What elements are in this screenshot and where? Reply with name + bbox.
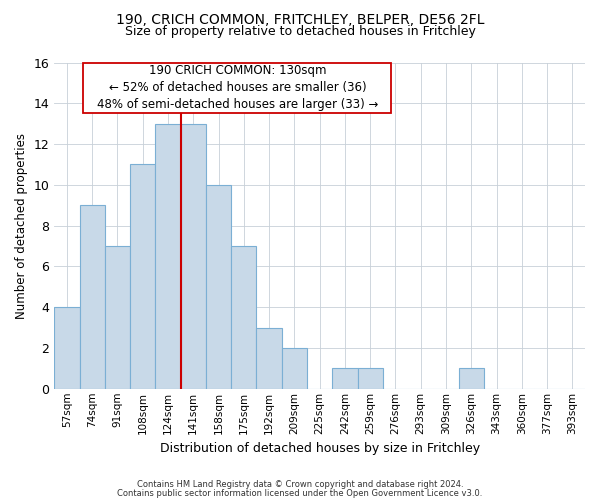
- Text: Contains public sector information licensed under the Open Government Licence v3: Contains public sector information licen…: [118, 490, 482, 498]
- Bar: [358, 368, 383, 389]
- Bar: [105, 246, 130, 389]
- Bar: [181, 124, 206, 389]
- Y-axis label: Number of detached properties: Number of detached properties: [15, 132, 28, 318]
- Bar: [54, 307, 80, 389]
- Bar: [458, 368, 484, 389]
- Bar: [130, 164, 155, 389]
- Bar: [206, 185, 231, 389]
- Bar: [155, 124, 181, 389]
- Bar: [256, 328, 282, 389]
- Bar: [332, 368, 358, 389]
- Bar: [80, 205, 105, 389]
- Text: ← 52% of detached houses are smaller (36): ← 52% of detached houses are smaller (36…: [109, 81, 366, 94]
- FancyBboxPatch shape: [83, 62, 391, 113]
- Text: Contains HM Land Registry data © Crown copyright and database right 2024.: Contains HM Land Registry data © Crown c…: [137, 480, 463, 489]
- Bar: [282, 348, 307, 389]
- Text: 190 CRICH COMMON: 130sqm: 190 CRICH COMMON: 130sqm: [149, 64, 326, 77]
- X-axis label: Distribution of detached houses by size in Fritchley: Distribution of detached houses by size …: [160, 442, 480, 455]
- Text: 190, CRICH COMMON, FRITCHLEY, BELPER, DE56 2FL: 190, CRICH COMMON, FRITCHLEY, BELPER, DE…: [116, 12, 484, 26]
- Text: 48% of semi-detached houses are larger (33) →: 48% of semi-detached houses are larger (…: [97, 98, 378, 111]
- Bar: [231, 246, 256, 389]
- Text: Size of property relative to detached houses in Fritchley: Size of property relative to detached ho…: [125, 25, 475, 38]
